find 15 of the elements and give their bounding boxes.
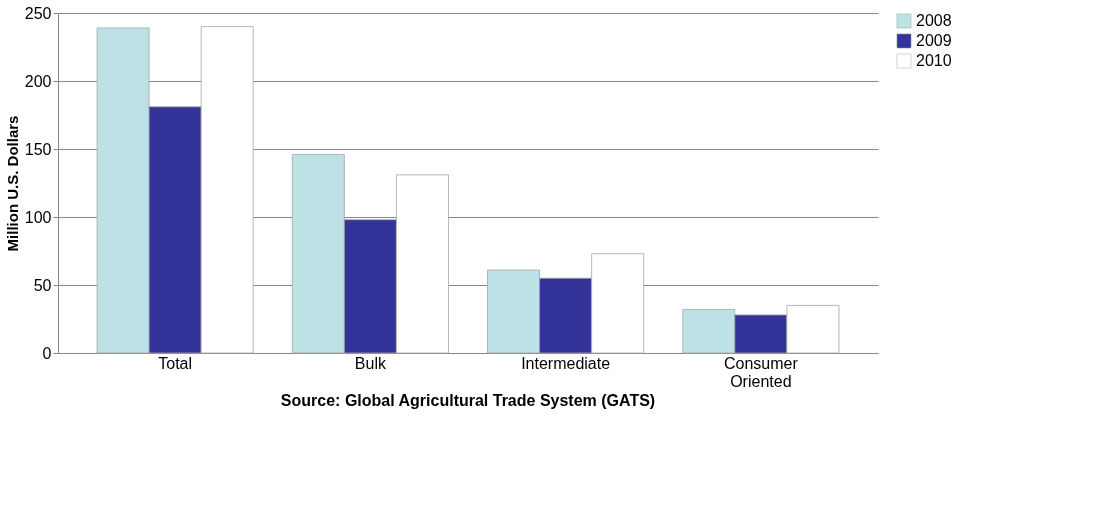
x-tick-label: Consumer Oriented bbox=[723, 354, 799, 390]
x-tick-label: Bulk bbox=[354, 354, 387, 372]
y-tick-label: 200 bbox=[24, 72, 52, 90]
x-tick-label: Total bbox=[158, 354, 193, 372]
legend-label: 2009 bbox=[916, 32, 952, 49]
source-note: Source: Global Agricultural Trade System (GATS) bbox=[280, 392, 656, 409]
y-tick-label: 0 bbox=[42, 344, 52, 362]
y-tick-label: 100 bbox=[24, 208, 52, 226]
y-tick-label: 150 bbox=[24, 140, 52, 158]
legend-label: 2010 bbox=[916, 52, 952, 69]
y-axis-title: Million U.S. Dollars bbox=[3, 115, 21, 252]
legend-label: 2008 bbox=[916, 12, 952, 29]
y-tick-label: 50 bbox=[33, 276, 52, 294]
y-tick-label: 250 bbox=[24, 4, 52, 22]
x-tick-label: Intermediate bbox=[521, 354, 611, 372]
